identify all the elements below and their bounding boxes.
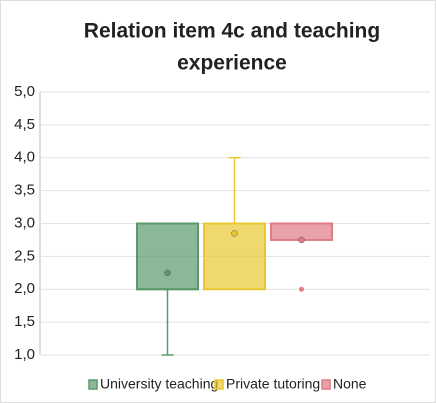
outlier xyxy=(299,286,304,292)
y-tick-label: 2,0 xyxy=(14,280,35,297)
box xyxy=(136,222,199,291)
y-tick-label: 2,5 xyxy=(14,247,35,264)
y-tick-label: 4,5 xyxy=(14,116,35,133)
mean-marker xyxy=(298,236,305,244)
legend-label: Private tutoring xyxy=(226,376,320,392)
chart-title: experience xyxy=(177,52,287,75)
y-tick-label: 4,0 xyxy=(14,149,35,166)
legend-swatch xyxy=(214,379,224,390)
legend-swatch xyxy=(321,379,331,390)
y-tick-label: 5,0 xyxy=(14,83,35,100)
mean-marker xyxy=(231,230,238,237)
chart-title: Relation item 4c and teaching xyxy=(84,20,380,43)
y-tick-label: 3,5 xyxy=(14,182,35,199)
mean-marker xyxy=(164,269,171,277)
legend-swatch xyxy=(88,379,98,390)
y-tick-label: 3,0 xyxy=(14,214,35,231)
legend-label: None xyxy=(333,376,367,392)
y-tick-label: 1,5 xyxy=(14,313,35,330)
y-tick-label: 1,0 xyxy=(14,346,35,363)
legend-label: University teaching xyxy=(100,376,218,392)
